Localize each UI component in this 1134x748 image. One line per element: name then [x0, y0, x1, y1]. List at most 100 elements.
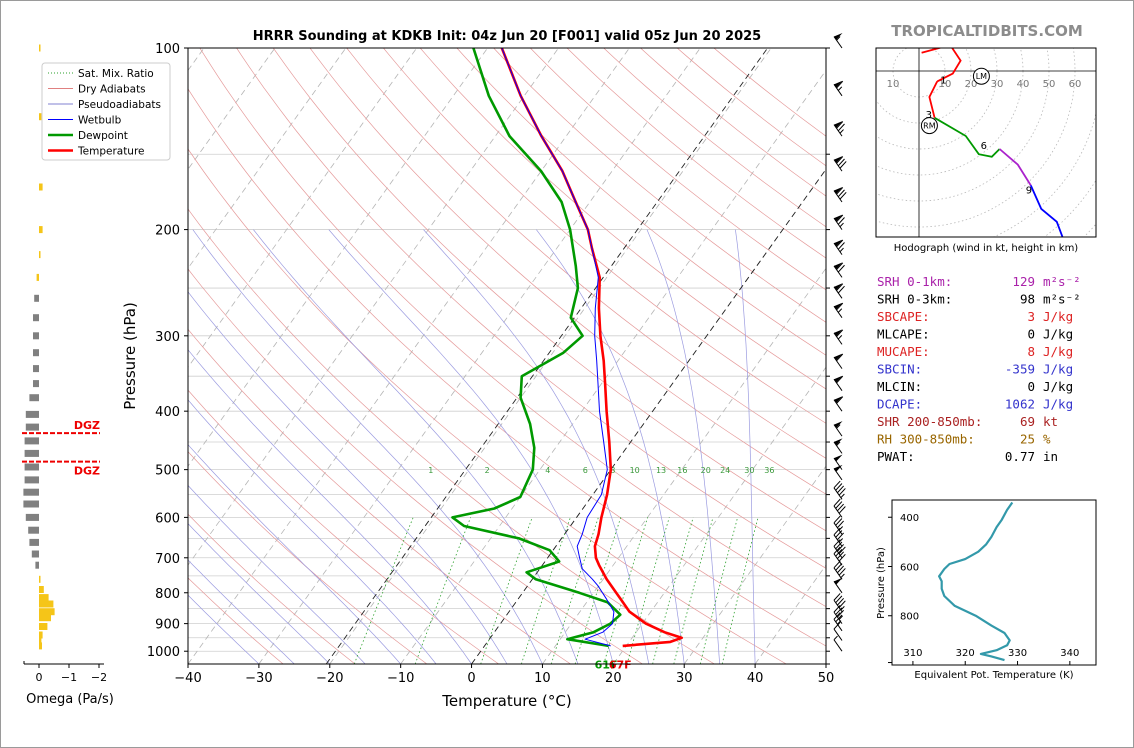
wind-barb — [833, 464, 843, 481]
index-label: MUCAPE: — [877, 344, 930, 359]
mixing-ratio-line — [721, 517, 759, 664]
hodo-segment — [999, 148, 1032, 186]
omega-bar — [39, 631, 43, 639]
dry-adiabat — [383, 48, 826, 424]
dgz-label: DGZ — [74, 419, 100, 432]
mixing-ratio-line — [353, 517, 414, 664]
barb-shaft — [833, 441, 843, 454]
wind-barb — [833, 80, 844, 97]
wind-barb — [833, 353, 844, 369]
barb-shaft — [833, 534, 843, 547]
barb-full — [836, 239, 844, 248]
theta-frame — [891, 499, 1097, 666]
y-tick-label: 300 — [155, 330, 180, 345]
pseudoadiabat — [253, 229, 579, 664]
omega-tick-label: 0 — [36, 671, 43, 684]
y-tick-label: 900 — [155, 618, 180, 633]
dry-adiabat — [188, 513, 356, 664]
omega-bar — [29, 394, 39, 402]
barb-half — [836, 424, 841, 429]
mixing-ratio-label: 24 — [720, 466, 730, 475]
x-tick-label: −20 — [316, 671, 343, 686]
wind-barb — [833, 375, 844, 391]
barb-full — [838, 600, 846, 608]
barb-shaft — [833, 505, 843, 518]
isotherm — [188, 48, 347, 269]
x-tick-label: 0 — [467, 671, 475, 686]
dry-adiabat — [199, 48, 826, 608]
hodo-segment — [934, 117, 1001, 158]
mixing-ratio-label: 8 — [610, 466, 615, 475]
barb-full — [838, 488, 846, 496]
barb-flag — [833, 353, 843, 361]
isotherm — [188, 48, 559, 566]
barb-full — [837, 503, 845, 512]
dry-adiabat — [236, 48, 826, 569]
index-label: DCAPE: — [877, 397, 922, 412]
theta-y-tick-label: 600 — [900, 562, 919, 573]
theta-x-label: Equivalent Pot. Temperature (K) — [914, 670, 1073, 681]
barb-full — [833, 515, 841, 524]
storm-motion-marker — [972, 67, 990, 85]
theta-y-tick-label: 800 — [900, 612, 919, 623]
barb-full — [836, 329, 844, 337]
dry-adiabat — [640, 48, 826, 197]
omega-bar — [24, 437, 39, 445]
hodo-height-label: 3 — [926, 110, 932, 121]
mixing-ratio-label: 13 — [656, 466, 666, 475]
barb-full — [837, 520, 845, 529]
theta-y-label: Pressure (hPa) — [876, 547, 887, 619]
omega-bar — [23, 488, 39, 496]
mixing-ratio-line — [673, 517, 714, 664]
barb-flag — [833, 33, 843, 40]
barb-full — [835, 501, 843, 509]
barb-half — [833, 635, 838, 641]
dgz-label: DGZ — [74, 465, 100, 478]
dry-adiabat — [603, 48, 826, 228]
wind-barb — [833, 621, 843, 641]
isotherm — [188, 48, 488, 467]
pseudoadiabat — [423, 229, 650, 664]
wind-barb — [833, 121, 845, 137]
y-tick-label: 400 — [155, 405, 180, 420]
pseudoadiabat — [735, 229, 756, 664]
dry-adiabat — [188, 451, 428, 664]
barb-flag — [833, 214, 843, 222]
index-value: 1062 — [1005, 397, 1035, 412]
index-unit: m²s⁻² — [1043, 274, 1081, 289]
omega-bar — [33, 349, 39, 357]
mixing-ratio-label: 20 — [701, 466, 711, 475]
index-unit: in — [1043, 449, 1058, 464]
barb-shaft — [833, 628, 843, 641]
omega-tick-label: −2 — [91, 671, 107, 684]
barb-full — [836, 396, 844, 404]
barb-full — [836, 156, 844, 164]
mixing-ratio-label: 6 — [583, 466, 588, 475]
dry-adiabat — [273, 48, 826, 532]
hodo-ring-label: 50 — [1043, 79, 1056, 90]
mixing-ratio-line — [603, 517, 648, 664]
omega-bar — [33, 380, 39, 388]
wind-barb — [833, 396, 844, 412]
omega-bar — [24, 449, 39, 457]
barb-flag — [833, 239, 843, 247]
barb-full — [835, 563, 843, 571]
wind-barb — [833, 527, 845, 547]
mixing-ratio-line — [550, 517, 599, 664]
wind-barb — [833, 539, 846, 559]
index-value: 0.77 — [1005, 449, 1035, 464]
barb-half — [836, 36, 841, 41]
storm-motion-marker — [920, 117, 938, 135]
barb-half — [839, 222, 844, 228]
barb-full — [837, 565, 845, 574]
barb-shaft — [833, 546, 843, 559]
omega-panel: 0 −1 −2 DGZ DGZ Omega (Pa/s) — [22, 44, 114, 707]
wind-barbs — [833, 33, 847, 652]
omega-bar — [29, 538, 39, 546]
barb-half — [837, 335, 843, 340]
theta-x-tick-label: 340 — [1060, 648, 1079, 659]
barb-full — [835, 541, 843, 550]
